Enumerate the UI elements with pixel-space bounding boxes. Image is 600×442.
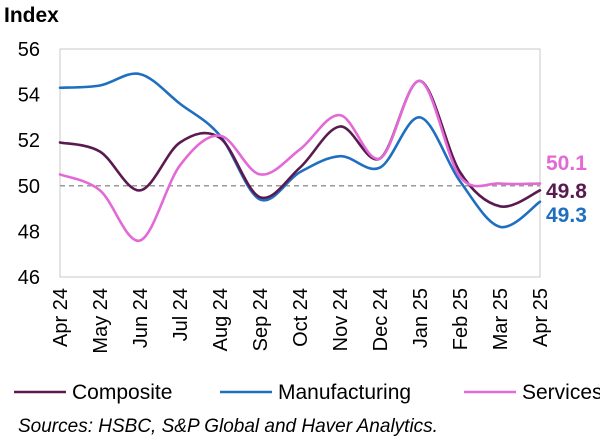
series-line-manufacturing: [58, 72, 542, 229]
x-tick-label: Sep 24: [250, 288, 272, 351]
legend-label-manufacturing: Manufacturing: [278, 381, 411, 404]
chart-title: Index: [4, 4, 59, 27]
end-label-manufacturing: 49.3: [546, 204, 587, 227]
x-tick-label: Jan 25: [410, 288, 432, 348]
x-tick-label: Jun 24: [130, 288, 152, 348]
end-label-composite: 49.8: [546, 180, 587, 203]
x-tick-label: Oct 24: [290, 288, 312, 347]
x-tick-label: Apr 24: [50, 288, 72, 347]
y-tick-label: 46: [18, 267, 40, 289]
x-tick-label: Mar 25: [490, 288, 512, 350]
source-note: Sources: HSBC, S&P Global and Haver Anal…: [18, 416, 438, 437]
y-tick-label: 48: [18, 221, 40, 243]
y-tick-label: 54: [18, 85, 40, 107]
legend-item-services: Services: [464, 381, 600, 404]
x-tick-label: Feb 25: [450, 288, 472, 350]
series-line-services: [58, 79, 542, 242]
legend-label-composite: Composite: [72, 381, 172, 404]
x-tick-label: Dec 24: [370, 288, 392, 351]
plot-area: [59, 48, 541, 278]
x-tick-label: Aug 24: [210, 288, 232, 351]
x-tick-label: Apr 25: [530, 288, 552, 347]
legend-item-composite: Composite: [14, 381, 172, 404]
y-tick-label: 52: [18, 130, 40, 152]
x-tick-label: Nov 24: [330, 288, 352, 351]
end-label-services: 50.1: [546, 152, 587, 175]
x-tick-label: May 24: [90, 288, 112, 354]
series-line-composite: [58, 79, 542, 208]
x-tick-label: Jul 24: [170, 288, 192, 341]
y-tick-label: 56: [18, 39, 40, 61]
legend-label-services: Services: [522, 381, 600, 404]
legend-item-manufacturing: Manufacturing: [220, 381, 411, 404]
y-tick-label: 50: [18, 176, 40, 198]
